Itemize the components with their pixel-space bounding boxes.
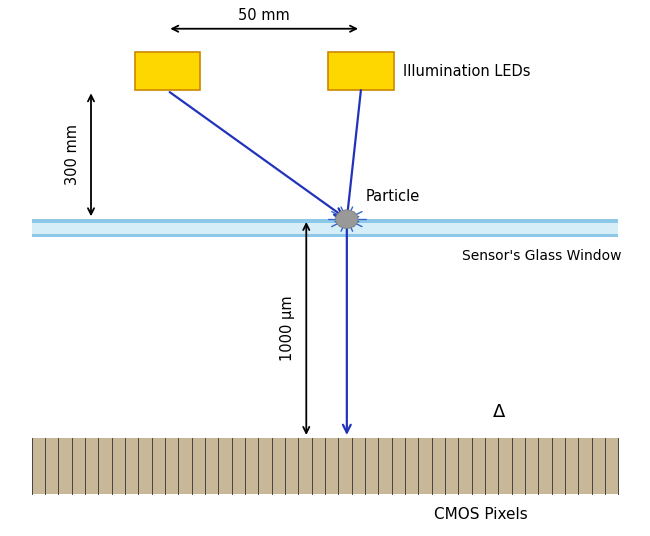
Bar [32,219,618,237]
Text: 1000 μm: 1000 μm [280,296,295,361]
Text: Δ: Δ [493,403,506,421]
Bar [32,438,618,494]
Text: 50 mm: 50 mm [239,8,290,23]
Circle shape [335,210,358,228]
Bar [135,52,200,91]
Text: Sensor's Glass Window: Sensor's Glass Window [462,249,622,263]
Text: 300 mm: 300 mm [65,124,80,185]
Text: CMOS Pixels: CMOS Pixels [434,507,528,522]
Bar [32,219,618,223]
Text: Illumination LEDs: Illumination LEDs [403,64,530,79]
Bar [32,234,618,237]
Bar [328,52,394,91]
Text: Particle: Particle [365,189,420,204]
